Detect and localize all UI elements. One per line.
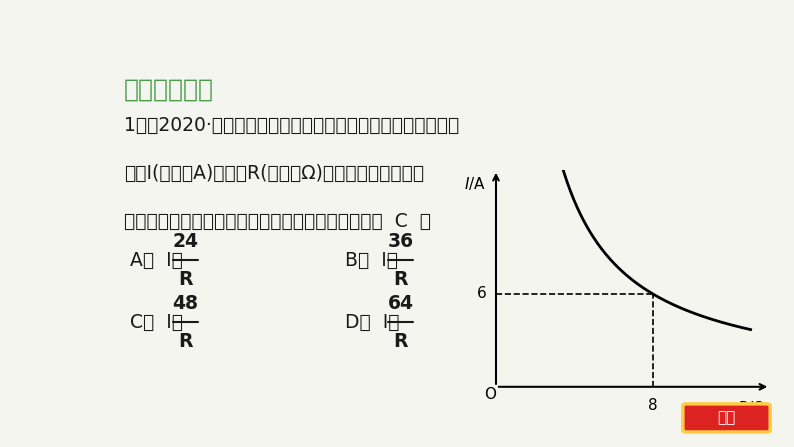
- Text: D．  I＝: D． I＝: [345, 312, 400, 332]
- Text: 期末提分练案: 期末提分练案: [124, 78, 214, 102]
- Text: 返回: 返回: [718, 410, 735, 426]
- Text: 它的图象如图所示，则这个反比例函数的表达式为（  C  ）: 它的图象如图所示，则这个反比例函数的表达式为（ C ）: [124, 212, 431, 231]
- Text: 8: 8: [648, 398, 657, 413]
- Text: $R/\Omega$: $R/\Omega$: [738, 399, 766, 416]
- Text: B．  I＝: B． I＝: [345, 251, 399, 270]
- Text: R: R: [178, 332, 193, 350]
- Text: O: O: [484, 387, 496, 402]
- Text: 1．【2020·孝感】已知蓄电池的电压为定值，使用蓄电池时，: 1．【2020·孝感】已知蓄电池的电压为定值，使用蓄电池时，: [124, 116, 459, 135]
- Text: 6: 6: [476, 287, 486, 301]
- Text: 64: 64: [387, 294, 414, 313]
- FancyBboxPatch shape: [683, 404, 770, 432]
- Text: A．  I＝: A． I＝: [130, 251, 183, 270]
- Text: $I$/A: $I$/A: [464, 174, 486, 191]
- Text: R: R: [178, 270, 193, 289]
- Text: 24: 24: [172, 232, 198, 251]
- Text: R: R: [394, 332, 408, 350]
- Text: 48: 48: [172, 294, 198, 313]
- Text: 36: 36: [387, 232, 414, 251]
- Text: C．  I＝: C． I＝: [130, 312, 183, 332]
- Text: C: C: [536, 212, 550, 231]
- Text: 电流I(单位：A)与电阻R(单位：Ω)是反比例函数关系，: 电流I(单位：A)与电阻R(单位：Ω)是反比例函数关系，: [124, 164, 424, 183]
- Text: R: R: [394, 270, 408, 289]
